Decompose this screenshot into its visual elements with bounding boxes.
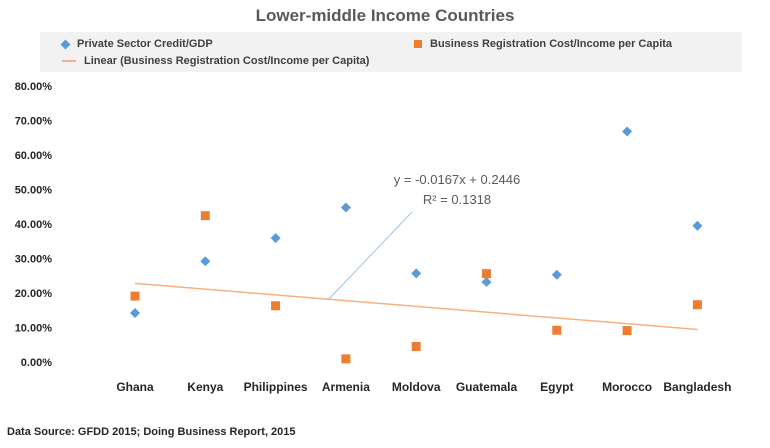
legend-item-registration-cost: Business Registration Cost/Income per Ca… [414, 38, 672, 50]
trendline-equation: y = -0.0167x + 0.2446 [394, 172, 520, 187]
x-category-label: Morocco [602, 380, 652, 394]
point-private-credit [692, 220, 703, 231]
legend-line-marker [62, 60, 76, 62]
point-registration-cost [482, 269, 491, 279]
legend-label-trendline: Linear (Business Registration Cost/Incom… [84, 55, 370, 67]
point-private-credit [200, 256, 211, 267]
point-registration-cost [271, 301, 281, 311]
trendline-r-squared: R² = 0.1318 [423, 192, 491, 207]
equation-leader-line [327, 211, 413, 301]
point-private-credit [130, 308, 140, 319]
y-tick-label: 30.00% [15, 254, 53, 266]
y-tick-label: 10.00% [15, 323, 53, 335]
point-registration-cost [130, 291, 140, 301]
x-category-label: Philippines [244, 380, 308, 394]
point-private-credit [622, 126, 633, 137]
point-registration-cost [692, 300, 702, 310]
point-private-credit [551, 269, 562, 280]
point-registration-cost [552, 325, 562, 335]
point-private-credit [481, 276, 492, 287]
source-note: Data Source: GFDD 2015; Doing Business R… [7, 426, 296, 438]
x-category-label: Bangladesh [663, 380, 731, 394]
legend-label-private-credit: Private Sector Credit/GDP [77, 38, 213, 50]
x-category-label: Egypt [540, 380, 573, 394]
y-tick-label: 80.00% [15, 81, 53, 93]
point-registration-cost [341, 354, 351, 364]
legend-square-marker [414, 40, 422, 48]
legend-item-private-credit: Private Sector Credit/GDP [60, 38, 213, 50]
chart-title: Lower-middle Income Countries [255, 6, 515, 25]
point-private-credit [270, 233, 281, 244]
legend-item-trendline: Linear (Business Registration Cost/Incom… [62, 55, 369, 67]
x-category-label: Moldova [392, 380, 441, 394]
y-tick-label: 0.00% [21, 357, 52, 369]
trendline [134, 282, 698, 331]
point-registration-cost [622, 326, 632, 336]
x-category-label: Ghana [116, 380, 154, 394]
x-category-label: Kenya [187, 380, 223, 394]
y-tick-label: 60.00% [15, 150, 53, 162]
point-private-credit [340, 202, 351, 213]
y-tick-label: 40.00% [15, 219, 53, 231]
y-tick-label: 70.00% [15, 116, 53, 128]
legend-label-registration-cost: Business Registration Cost/Income per Ca… [430, 38, 673, 50]
x-category-label: Armenia [322, 380, 370, 394]
point-registration-cost [411, 341, 421, 351]
point-registration-cost [200, 211, 210, 221]
y-tick-label: 50.00% [15, 185, 53, 197]
legend: Private Sector Credit/GDP Business Regis… [40, 32, 742, 72]
point-private-credit [411, 268, 422, 279]
y-tick-label: 20.00% [15, 288, 53, 300]
x-category-label: Guatemala [456, 380, 518, 394]
